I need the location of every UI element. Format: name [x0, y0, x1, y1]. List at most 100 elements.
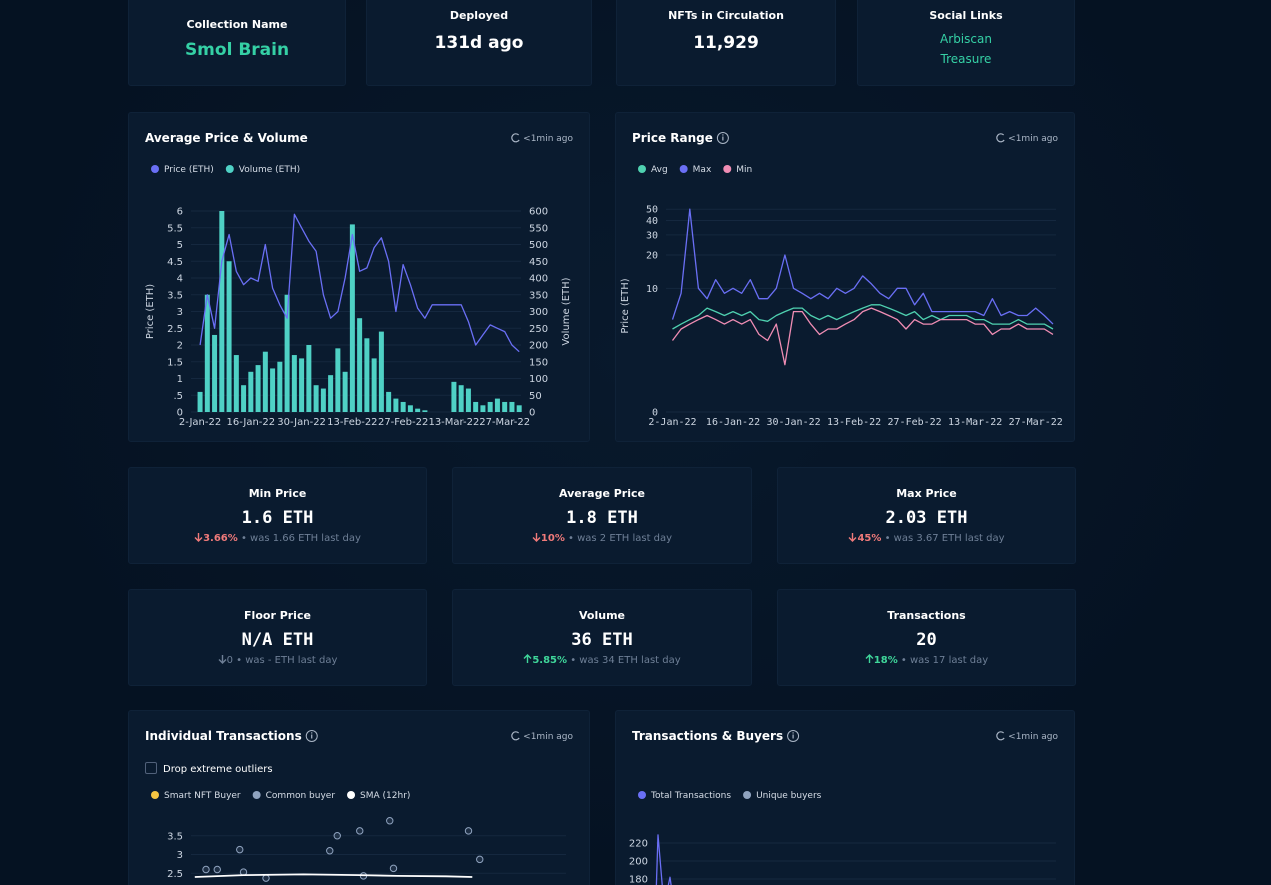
y-tick-label: 30 — [646, 230, 658, 241]
x-tick-label: 2-Jan-22 — [648, 417, 696, 428]
volume-bar — [451, 381, 457, 412]
y2-tick-label: 500 — [529, 240, 548, 251]
refresh-icon — [511, 133, 520, 143]
y2-tick-label: 200 — [529, 341, 548, 352]
stat-value: N/A ETH — [241, 630, 314, 650]
legend-label: Smart NFT Buyer — [164, 791, 241, 801]
volume-bar — [277, 361, 283, 412]
x-tick-label: 13-Mar-22 — [428, 417, 479, 428]
card-label: Social Links — [929, 9, 1003, 22]
updated-time: <1min ago — [523, 732, 573, 742]
info-icon-dot — [792, 732, 794, 734]
stat-change: 5.85% • was 34 ETH last day — [453, 654, 751, 666]
stat-change-pct: 0 — [226, 655, 233, 666]
arrow-icon — [218, 655, 227, 664]
legend-label: Min — [736, 165, 752, 175]
stat-value: 2.03 ETH — [885, 508, 968, 528]
volume-bar — [357, 318, 363, 412]
volume-bar — [400, 401, 406, 412]
legend-label: Volume (ETH) — [239, 165, 300, 175]
legend-swatch — [679, 165, 688, 173]
chart-card: Transactions & Buyers <1min ago Total Tran… — [615, 710, 1075, 885]
series-line — [671, 307, 1054, 366]
volume-bar — [335, 348, 341, 412]
volume-bar — [241, 385, 247, 412]
volume-bar — [371, 358, 377, 412]
stat-card: Min Price 1.6 ETH 3.66% • was 1.66 ETH las… — [128, 467, 427, 564]
card-label: NFTs in Circulation — [668, 9, 784, 22]
volume-bar — [313, 385, 319, 412]
y-tick-label: 180 — [629, 875, 648, 885]
y2-tick-label: 350 — [529, 290, 548, 301]
volume-bar — [393, 398, 399, 412]
stat-change: 18% • was 17 last day — [778, 654, 1075, 666]
volume-bar — [284, 294, 290, 412]
chart: Average Price & Volume <1min ago Price (ET… — [145, 131, 573, 428]
volume-bar — [349, 224, 355, 412]
updated-time: <1min ago — [1008, 134, 1058, 144]
x-tick-label: 27-Mar-22 — [1009, 417, 1063, 428]
stat-note: • was - ETH last day — [236, 655, 338, 666]
y-tick-label: 1.5 — [167, 357, 183, 368]
y-tick-label: 2.5 — [167, 324, 183, 335]
y-tick-label: 40 — [646, 216, 658, 227]
y-tick-label: 4.5 — [167, 257, 183, 268]
legend-swatch — [347, 791, 356, 799]
stat-value: 1.6 ETH — [241, 508, 314, 528]
x-tick-label: 30-Jan-22 — [277, 417, 326, 428]
y2-tick-label: 600 — [529, 207, 548, 218]
info-icon-bar — [792, 734, 794, 739]
legend-swatch — [151, 791, 159, 799]
y-tick-label: 5.5 — [167, 223, 183, 234]
checkbox-label: Drop extreme outliers — [163, 764, 273, 775]
checkbox[interactable] — [145, 762, 157, 774]
stat-card: Average Price 1.8 ETH 10% • was 2 ETH last… — [452, 467, 752, 564]
scatter-point — [213, 865, 221, 874]
x-tick-label: 13-Feb-22 — [327, 417, 377, 428]
chart: Price Range <1min ago Avg Max Min 0 10 20 30 4050… — [620, 131, 1063, 428]
refresh-icon — [511, 731, 520, 741]
info-icon — [787, 730, 800, 742]
x-tick-label: 13-Mar-22 — [948, 417, 1002, 428]
stat-card: Volume 36 ETH 5.85% • was 34 ETH last day — [452, 589, 752, 686]
volume-bar — [415, 408, 421, 412]
legend-label: Max — [693, 165, 712, 175]
chart-title: Individual Transactions — [145, 729, 302, 743]
scatter-point — [356, 827, 364, 835]
volume-bar — [458, 385, 464, 412]
x-tick-label: 16-Jan-22 — [227, 417, 276, 428]
x-tick-label: 30-Jan-22 — [766, 417, 820, 428]
series-line — [672, 304, 1054, 330]
volume-bar — [516, 405, 522, 412]
volume-bar — [204, 294, 210, 412]
info-icon-dot — [722, 134, 724, 136]
arrow-icon — [194, 533, 203, 542]
volume-bar — [502, 401, 508, 412]
updated-time: <1min ago — [1008, 732, 1058, 742]
y-tick-label: 3 — [177, 307, 183, 318]
volume-bar — [487, 401, 493, 412]
stat-card: Floor Price N/A ETH 0 • was - ETH last day — [128, 589, 427, 686]
arrow-icon — [865, 654, 874, 663]
x-tick-label: 13-Feb-22 — [827, 417, 881, 428]
scatter-point — [386, 817, 394, 825]
social-link[interactable]: Treasure — [940, 52, 992, 66]
y-tick-label: 1 — [177, 374, 183, 385]
y2-tick-label: 250 — [529, 324, 548, 335]
y2-tick-label: 0 — [529, 408, 535, 419]
volume-bar — [378, 331, 384, 412]
social-link[interactable]: Arbiscan — [940, 32, 992, 46]
y2-tick-label: 450 — [529, 257, 548, 268]
stat-note: • was 2 ETH last day — [568, 533, 673, 544]
stat-label: Average Price — [558, 487, 645, 500]
collection-card: Collection Name Smol Brain — [128, 0, 346, 86]
y-tick-label: 6 — [177, 207, 183, 218]
x-tick-label: 16-Jan-22 — [706, 417, 760, 428]
volume-bar — [248, 371, 254, 412]
legend-swatch — [225, 165, 234, 173]
y-tick-label: 0 — [652, 408, 658, 419]
y2-tick-label: 300 — [529, 307, 548, 318]
legend-label: Common buyer — [266, 791, 336, 801]
volume-bar — [255, 365, 261, 412]
